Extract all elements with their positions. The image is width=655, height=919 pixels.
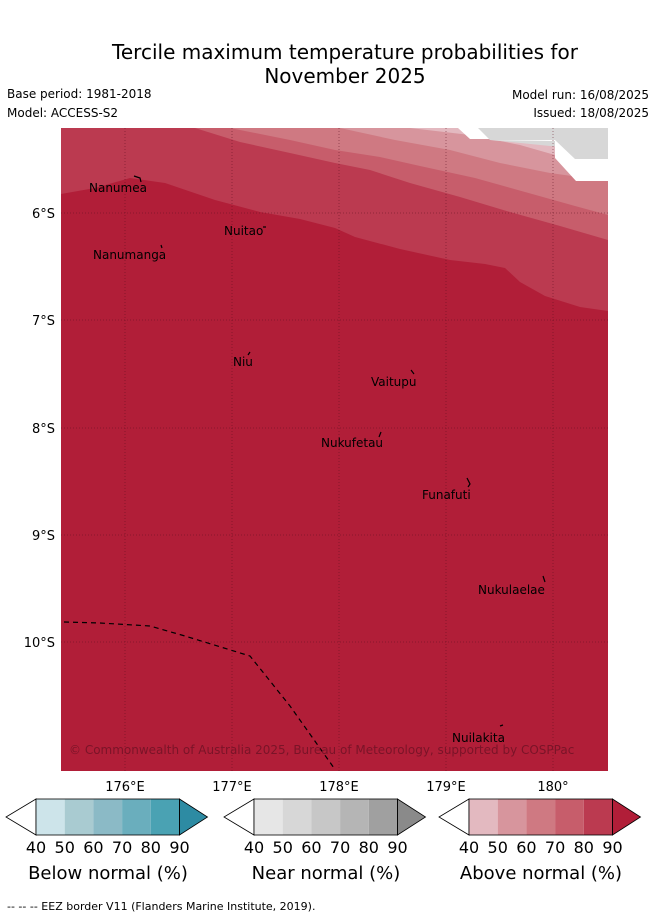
- colorbar-tick-label: 40: [26, 838, 46, 857]
- map-title: Tercile maximum temperature probabilitie…: [0, 40, 655, 88]
- lon-tick: 177°E: [212, 780, 252, 795]
- colorbar-tick-label: 90: [387, 838, 407, 857]
- colorbar-tick-label: 70: [545, 838, 565, 857]
- colorbar-tick-label: 50: [55, 838, 75, 857]
- colorbar-over-triangle: [179, 798, 209, 836]
- place-label: Nukulaelae: [478, 583, 545, 597]
- colorbar-swatch: [93, 799, 123, 835]
- colorbar-0: 40 50 60 70 80 90: [5, 798, 209, 857]
- colorbar-swatch: [555, 799, 584, 835]
- lat-tick: 9°S: [32, 529, 55, 544]
- colorbar-swatch: [368, 799, 398, 835]
- place-label: Nanumanga: [93, 248, 166, 262]
- colorbar-tick-label: 50: [488, 838, 508, 857]
- colorbar-swatch: [497, 799, 527, 835]
- colorbar-swatch: [311, 799, 341, 835]
- model-name: Model: ACCESS-S2: [7, 106, 119, 120]
- lat-tick: 7°S: [32, 314, 55, 329]
- colorbar-tick-label: 80: [574, 838, 594, 857]
- lon-tick: 179°E: [426, 780, 466, 795]
- colorbar-over-triangle: [397, 798, 427, 836]
- colorbar-tick-label: 40: [459, 838, 479, 857]
- place-label: Nuitao: [224, 224, 263, 238]
- place-label: Niu: [233, 355, 253, 369]
- colorbar-tick-label: 70: [330, 838, 350, 857]
- place-label: Funafuti: [422, 488, 471, 502]
- colorbar-legends: 40 50 60 70 80 90 40 50 60 70 80 90 40 50 60 70 80 90: [5, 798, 642, 857]
- lon-tick: 178°E: [319, 780, 359, 795]
- place-label: Nuilakita: [452, 731, 505, 745]
- colorbar-1: 40 50 60 70 80 90: [223, 798, 427, 857]
- place-label: Nanumea: [89, 181, 147, 195]
- colorbar-under-triangle: [438, 798, 470, 836]
- colorbar-swatch: [150, 799, 180, 835]
- colorbar-swatch: [254, 799, 283, 835]
- eez-footnote: -- -- -- EEZ border V11 (Flanders Marine…: [7, 900, 316, 913]
- colorbar-swatch: [122, 799, 151, 835]
- copyright-text: © Commonwealth of Australia 2025, Bureau…: [69, 743, 574, 757]
- lat-tick: 10°S: [24, 636, 55, 651]
- colorbar-swatch: [64, 799, 94, 835]
- base-period: Base period: 1981-2018: [7, 87, 152, 101]
- colorbar-swatch: [340, 799, 369, 835]
- lat-tick: 6°S: [32, 207, 55, 222]
- colorbar-outline: [253, 798, 398, 836]
- colorbar-tick-label: 50: [273, 838, 293, 857]
- colorbar-outline: [468, 798, 613, 836]
- colorbar-tick-label: 60: [516, 838, 536, 857]
- title-line-2: November 2025: [264, 64, 426, 88]
- lon-tick: 180°: [537, 780, 568, 795]
- lon-tick: 176°E: [105, 780, 145, 795]
- colorbar-swatch: [526, 799, 556, 835]
- colorbar-2: 40 50 60 70 80 90: [438, 798, 642, 857]
- eez-border: [63, 621, 335, 769]
- colorbar-tick-label: 70: [112, 838, 132, 857]
- place-label: Nukufetau: [321, 436, 383, 450]
- above-normal-label: Above normal (%): [459, 863, 623, 884]
- colorbar-tick-label: 60: [83, 838, 103, 857]
- colorbar-outline: [35, 798, 180, 836]
- colorbar-swatch: [469, 799, 498, 835]
- colorbar-under-triangle: [223, 798, 255, 836]
- title-line-1: Tercile maximum temperature probabilitie…: [112, 40, 578, 64]
- colorbar-over-triangle: [612, 798, 642, 836]
- near-normal-label: Near normal (%): [251, 863, 401, 884]
- colorbar-tick-label: 90: [169, 838, 189, 857]
- colorbar-swatch: [36, 799, 65, 835]
- colorbar-tick-label: 90: [602, 838, 622, 857]
- colorbar-tick-label: 60: [301, 838, 321, 857]
- model-run: Model run: 16/08/2025: [511, 88, 649, 102]
- colorbar-tick-label: 80: [141, 838, 161, 857]
- colorbar-tick-label: 80: [359, 838, 379, 857]
- lat-tick: 8°S: [32, 422, 55, 437]
- colorbar-swatch: [282, 799, 312, 835]
- colorbar-swatch: [583, 799, 613, 835]
- issued-date: Issued: 18/08/2025: [533, 106, 649, 120]
- island-marks: [133, 175, 546, 727]
- colorbar-tick-label: 40: [244, 838, 264, 857]
- near-normal-area: [478, 128, 608, 160]
- colorbar-under-triangle: [5, 798, 37, 836]
- gridlines: [61, 128, 608, 771]
- place-label: Vaitupu: [371, 375, 417, 389]
- below-normal-label: Below normal (%): [28, 863, 188, 884]
